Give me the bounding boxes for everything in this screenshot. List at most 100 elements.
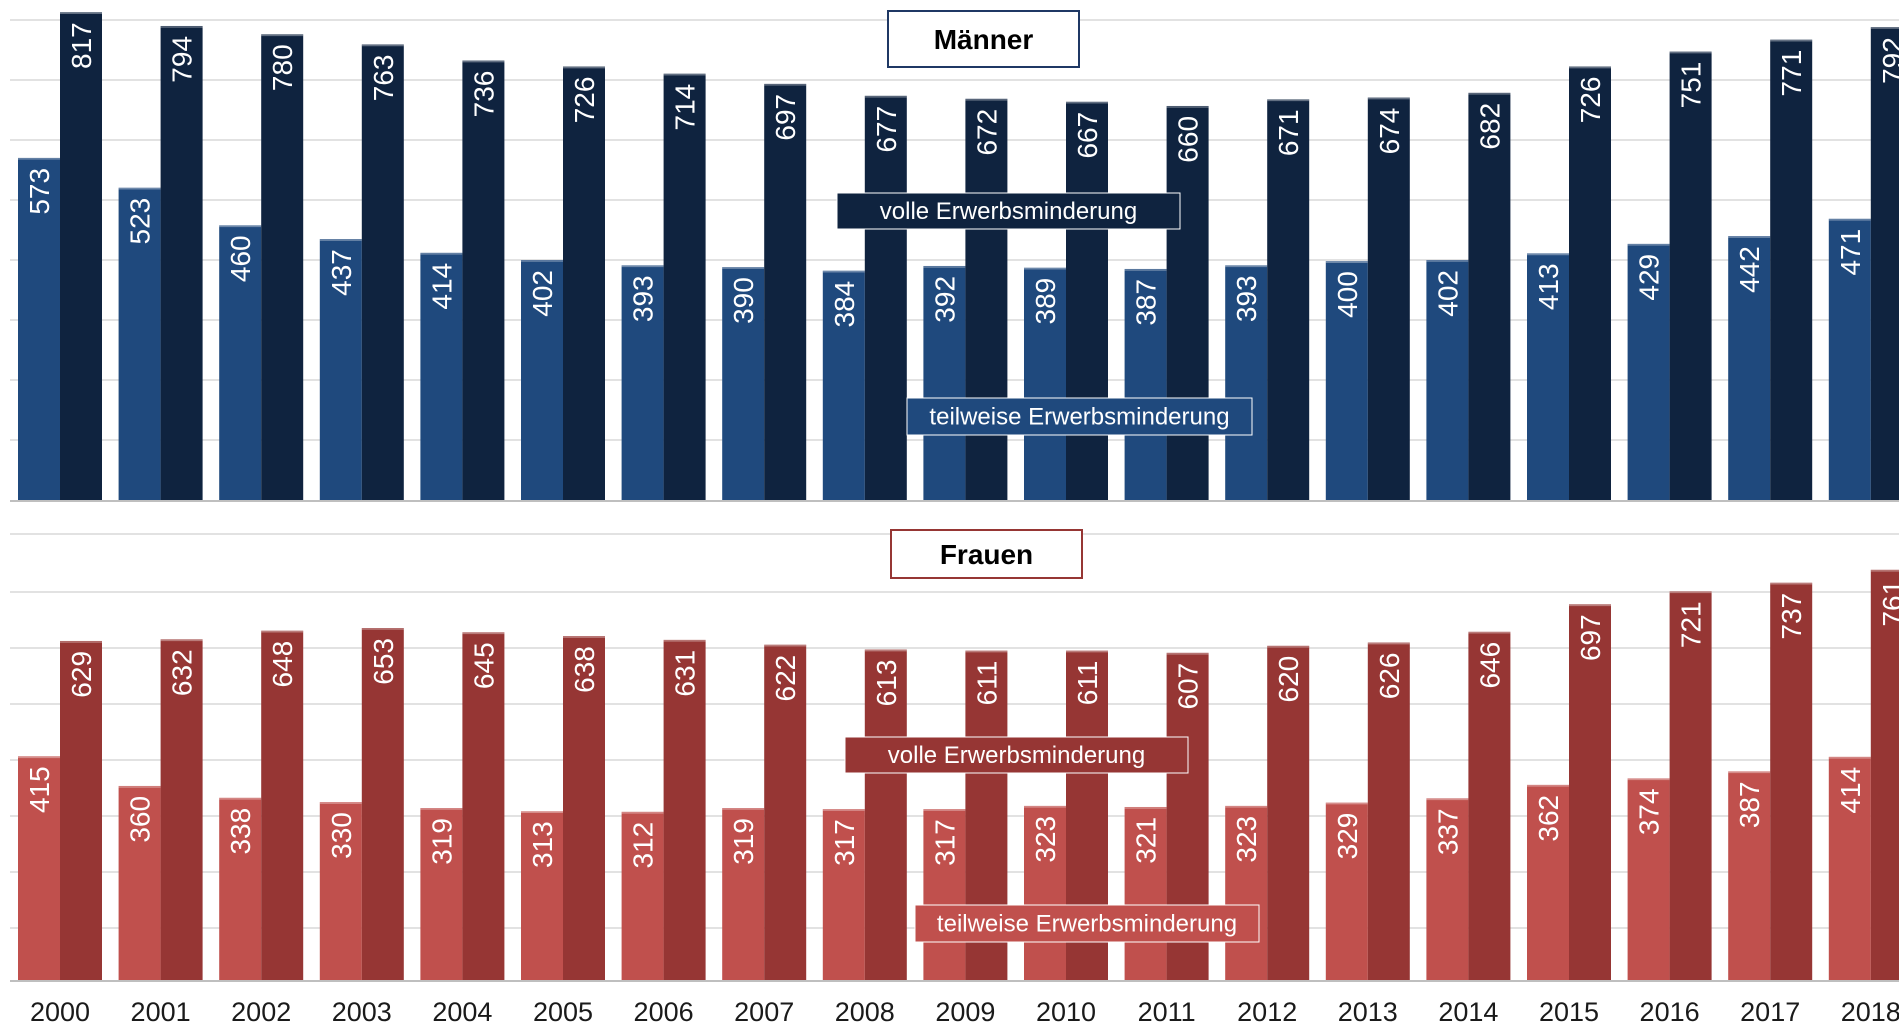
bar-value-label: 330 [326, 812, 357, 859]
maenner-volle-bar [1267, 99, 1310, 501]
x-tick-label: 2011 [1138, 997, 1196, 1026]
bar-value-label: 338 [225, 808, 256, 855]
bar-value-label: 763 [368, 54, 399, 101]
maenner-teilweise-bar [1426, 260, 1469, 500]
maenner-volle-bar [1669, 51, 1712, 500]
chart-title: Männer [934, 24, 1034, 55]
series-label-teilweise: teilweise Erwerbsminderung [937, 911, 1237, 938]
bar-value-label: 648 [267, 641, 298, 688]
bar-value-label: 622 [770, 655, 801, 702]
maenner-volle-bar [361, 44, 404, 500]
maenner-volle-bar [1770, 39, 1813, 500]
frauen-volle-bar [1770, 582, 1813, 980]
bar-value-label: 660 [1173, 116, 1204, 163]
maenner-volle-bar [1166, 105, 1209, 500]
series-label-volle: volle Erwerbsminderung [888, 742, 1145, 769]
maenner-teilweise-bar [1828, 218, 1871, 501]
bar-value-label: 607 [1173, 663, 1204, 710]
maenner-volle-bar [563, 66, 605, 500]
frauen-volle-bar [1669, 591, 1712, 980]
maenner-teilweise-bar [1728, 236, 1771, 500]
series-label-teilweise: teilweise Erwerbsminderung [929, 404, 1229, 431]
bar-value-label: 323 [1030, 816, 1061, 863]
maenner-teilweise-bar [1024, 267, 1066, 500]
frauen-teilweise-bar [722, 808, 765, 980]
maenner-teilweise-bar [1627, 243, 1670, 500]
bar-value-label: 329 [1332, 813, 1363, 860]
maenner-volle-bar [261, 34, 304, 501]
series-label-box-volle [836, 192, 1181, 230]
maenner-teilweise-bar [923, 265, 966, 500]
frauen-teilweise-bar [319, 802, 362, 980]
frauen-teilweise-bar [420, 808, 463, 980]
frauen-volle-bar [361, 628, 404, 980]
bar-value-label: 736 [468, 71, 499, 118]
frauen-volle-bar [1870, 569, 1899, 980]
bar-value-label: 629 [66, 651, 97, 698]
frauen-teilweise-bar [18, 756, 60, 980]
bar-value-label: 631 [670, 650, 701, 697]
frauen-teilweise-bar [219, 797, 262, 980]
frauen-teilweise-bar [1828, 756, 1871, 980]
maenner-volle-bar [1066, 101, 1108, 501]
bar-value-label: 638 [569, 646, 600, 693]
bar-value-label: 714 [670, 84, 701, 131]
frauen-volle-bar [1267, 645, 1310, 980]
bar-value-label: 780 [267, 44, 298, 91]
maenner-teilweise-bar [722, 267, 765, 500]
maenner-volle-bar [864, 95, 907, 501]
maenner-volle-bar [764, 83, 807, 501]
maenner-volle-bar [965, 98, 1008, 500]
maenner-teilweise-bar [420, 252, 463, 500]
maenner-volle-bar [1870, 27, 1899, 501]
bar-value-label: 390 [728, 277, 759, 324]
frauen-volle-bar [60, 640, 102, 980]
maenner-teilweise-bar [621, 265, 664, 500]
bar-value-label: 620 [1273, 656, 1304, 703]
bar-value-label: 653 [368, 638, 399, 685]
frauen-volle-bar [1569, 604, 1611, 980]
frauen-teilweise-bar [822, 809, 865, 980]
maenner-teilweise-bar [219, 225, 262, 500]
maenner-volle-bar [663, 73, 706, 500]
x-tick-label: 2007 [734, 997, 794, 1026]
frauen-teilweise-bar [1024, 805, 1066, 980]
frauen-teilweise-bar [1225, 805, 1268, 980]
bar-value-label: 414 [426, 263, 457, 310]
maenner-volle-bar [1468, 92, 1511, 500]
maenner-teilweise-bar [1527, 253, 1569, 500]
x-tick-label: 2010 [1036, 997, 1096, 1026]
maenner-teilweise-bar [521, 260, 563, 500]
frauen-teilweise-bar [1426, 798, 1469, 980]
bar-value-label: 761 [1877, 580, 1899, 627]
x-tick-label: 2005 [533, 997, 593, 1026]
panel-maenner: 573 817 523 794 460 780 437 763 414 736 402 726 393 7… [10, 10, 1899, 502]
bar-value-label: 645 [468, 642, 499, 689]
bar-value-label: 626 [1374, 653, 1405, 700]
bar-value-label: 337 [1432, 808, 1463, 855]
bar-value-label: 611 [1072, 661, 1103, 706]
maenner-teilweise-bar [1325, 261, 1368, 500]
x-tick-label: 2009 [935, 997, 995, 1026]
x-tick-label: 2001 [131, 997, 191, 1026]
frauen-volle-bar [1367, 642, 1410, 980]
maenner-teilweise-bar [319, 239, 362, 500]
bar-value-label: 312 [628, 822, 659, 869]
bar-value-label: 671 [1273, 109, 1304, 156]
bar-value-label: 632 [167, 649, 198, 696]
bar-value-label: 817 [66, 22, 97, 69]
bar-value-label: 471 [1835, 229, 1866, 276]
frauen-teilweise-bar [1728, 771, 1771, 980]
series-label-volle: volle Erwerbsminderung [880, 198, 1137, 225]
x-tick-label: 2002 [231, 997, 291, 1026]
frauen-volle-bar [764, 644, 807, 980]
maenner-volle-bar [1569, 66, 1611, 500]
bar-value-label: 413 [1533, 263, 1564, 310]
frauen-volle-bar [160, 639, 203, 980]
bar-value-label: 360 [125, 796, 156, 843]
bar-value-label: 384 [829, 281, 860, 328]
bar-value-label: 313 [527, 821, 558, 868]
bar-value-label: 402 [527, 270, 558, 317]
bar-value-label: 319 [426, 818, 457, 865]
bar-value-label: 387 [1131, 279, 1162, 326]
